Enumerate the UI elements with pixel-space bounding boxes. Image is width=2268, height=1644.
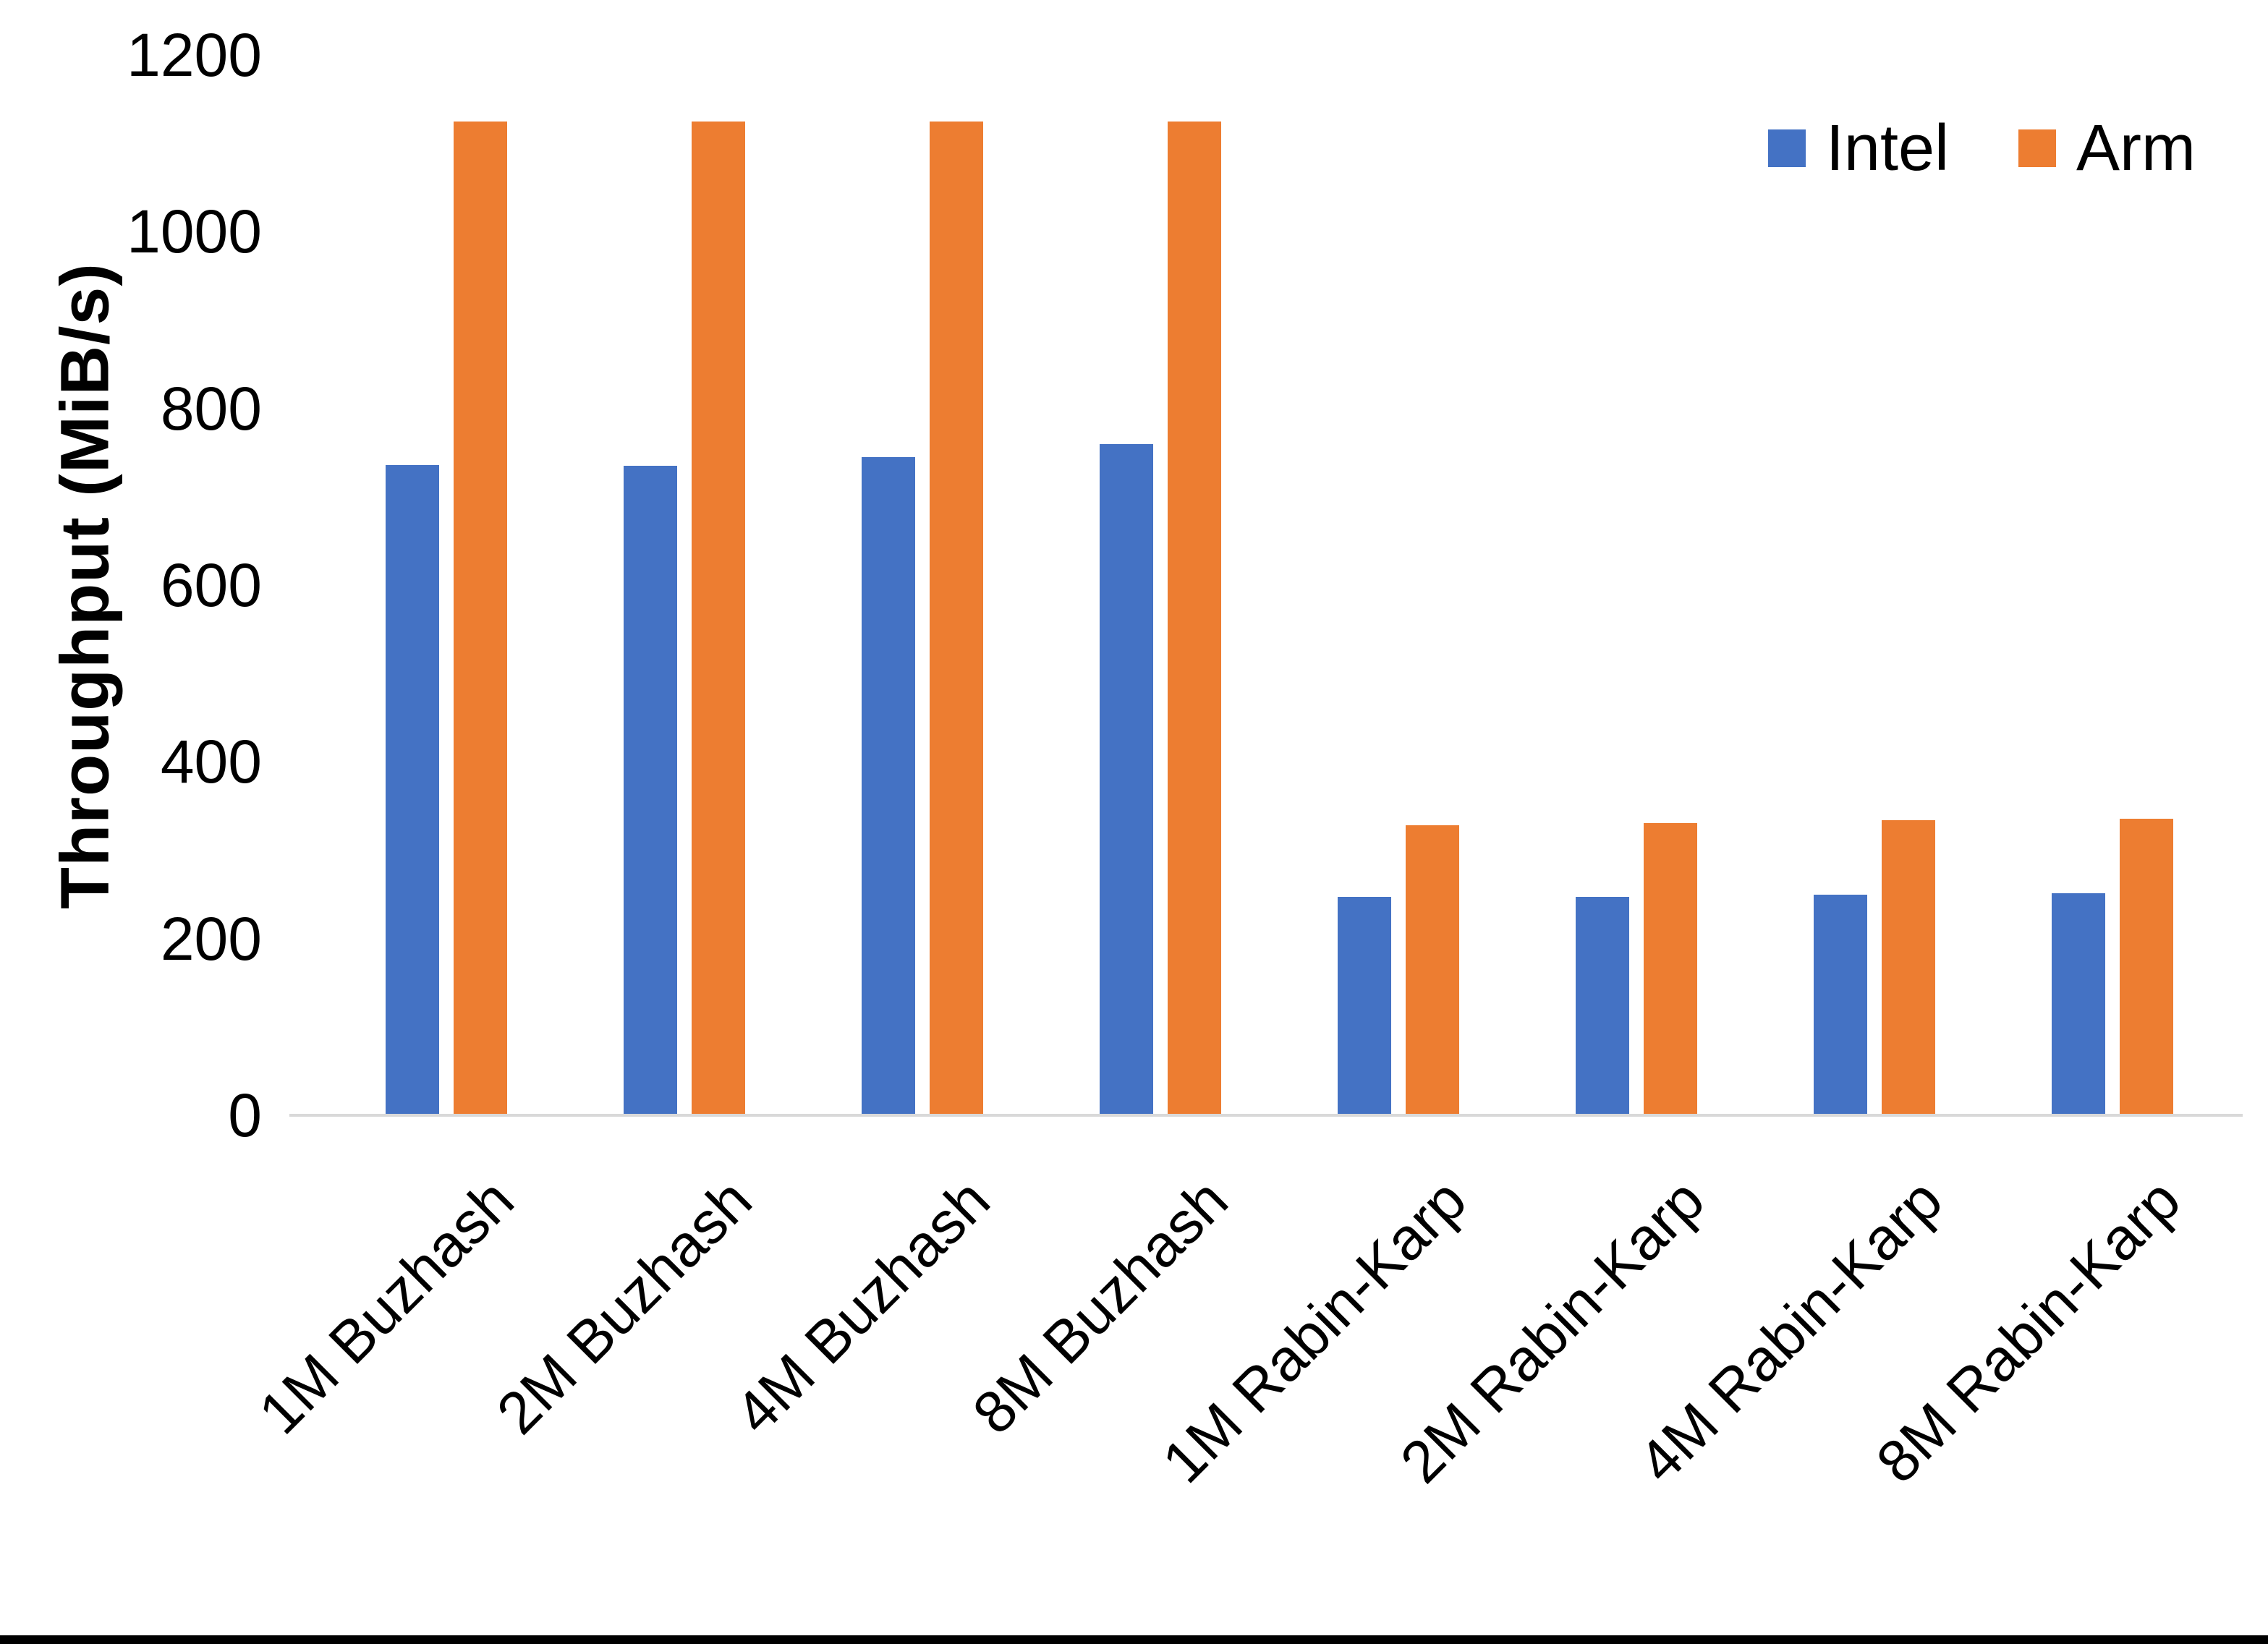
x-axis-line <box>289 1114 2243 1117</box>
bar-arm-8m-buzhash <box>1168 121 1221 1115</box>
y-tick-label: 0 <box>228 1081 262 1149</box>
legend-swatch-intel <box>1767 129 1806 167</box>
x-category-label: 2M Buzhash <box>485 1167 765 1447</box>
bar-intel-8m-rabin-karp <box>2052 893 2105 1115</box>
legend-swatch-arm <box>2018 129 2057 167</box>
bar-intel-1m-rabin-karp <box>1338 897 1391 1115</box>
legend-item-intel: Intel <box>1767 112 1950 184</box>
legend-item-arm: Arm <box>2018 116 2196 181</box>
y-tick-label: 600 <box>160 551 262 619</box>
y-tick-label: 400 <box>160 728 262 796</box>
bar-intel-4m-buzhash <box>862 456 915 1115</box>
x-category-label: 1M Buzhash <box>247 1167 527 1447</box>
bar-arm-4m-rabin-karp <box>1882 819 1935 1115</box>
y-tick-label: 1000 <box>127 197 262 266</box>
bar-arm-1m-rabin-karp <box>1406 825 1459 1115</box>
bar-arm-2m-rabin-karp <box>1644 822 1697 1115</box>
bar-arm-8m-rabin-karp <box>2120 818 2173 1115</box>
bar-intel-2m-buzhash <box>624 466 677 1115</box>
legend: Intel Arm <box>1767 112 2196 184</box>
bar-intel-2m-rabin-karp <box>1576 897 1629 1115</box>
legend-label: Intel <box>1825 112 1950 184</box>
bar-arm-1m-buzhash <box>454 121 507 1115</box>
bar-intel-8m-buzhash <box>1100 443 1153 1115</box>
bar-arm-4m-buzhash <box>930 121 983 1115</box>
bar-intel-1m-buzhash <box>386 464 439 1115</box>
x-category-label: 4M Buzhash <box>723 1167 1003 1447</box>
y-tick-label: 1200 <box>127 21 262 89</box>
legend-label: Arm <box>2076 112 2196 184</box>
bar-arm-2m-buzhash <box>692 121 745 1115</box>
y-tick-label: 800 <box>160 374 262 443</box>
bar-intel-4m-rabin-karp <box>1814 894 1867 1115</box>
y-tick-label: 200 <box>160 904 262 973</box>
bottom-border <box>0 1635 2268 1644</box>
